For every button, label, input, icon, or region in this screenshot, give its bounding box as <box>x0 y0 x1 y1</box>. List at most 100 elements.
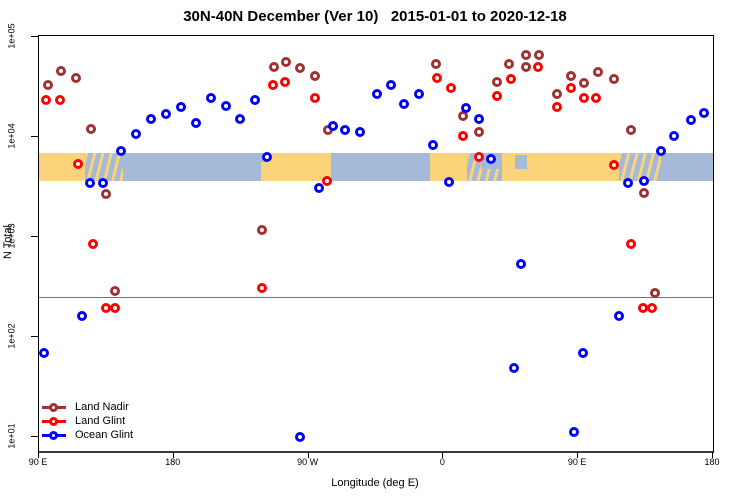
y-axis-tick-label-text: 1e+02 <box>7 322 17 349</box>
data-point-ocean-glint <box>221 101 232 112</box>
legend-line-marker <box>42 416 66 426</box>
data-point-ocean-glint <box>655 145 666 156</box>
data-point-land-glint <box>267 80 278 91</box>
data-point-ocean-glint <box>399 99 410 110</box>
data-point-land-nadir <box>294 63 305 74</box>
data-point-land-glint <box>609 160 620 171</box>
x-axis-tick-label: 90 W <box>297 457 319 467</box>
data-point-ocean-glint <box>38 348 49 359</box>
data-point-ocean-glint <box>131 129 142 140</box>
data-point-land-glint <box>565 82 576 93</box>
x-axis-label: Longitude (deg E) <box>331 477 419 489</box>
data-point-land-glint <box>445 83 456 94</box>
data-point-ocean-glint <box>385 79 396 90</box>
data-point-ocean-glint <box>508 363 519 374</box>
y-axis-tick-label-text: 1e+03 <box>7 222 17 249</box>
legend-circle-icon <box>49 402 58 412</box>
data-point-land-glint <box>41 94 52 105</box>
data-point-ocean-glint <box>414 88 425 99</box>
map-band-ocean-segment <box>660 153 713 182</box>
data-point-land-nadir <box>565 70 576 81</box>
map-band-ocean-segment <box>331 153 430 182</box>
data-point-ocean-glint <box>327 121 338 132</box>
x-axis-tick <box>577 452 579 458</box>
data-point-land-glint <box>637 303 648 314</box>
data-point-ocean-glint <box>568 427 579 438</box>
y-axis-tick <box>31 35 38 37</box>
legend-item: Land Glint <box>42 414 133 428</box>
legend-label: Land Nadir <box>75 401 129 413</box>
data-point-ocean-glint <box>354 126 365 137</box>
data-point-land-glint <box>257 283 268 294</box>
data-point-ocean-glint <box>444 177 455 188</box>
legend-label: Ocean Glint <box>75 429 134 441</box>
data-point-land-nadir <box>625 124 636 135</box>
data-point-land-glint <box>646 303 657 314</box>
data-point-land-glint <box>579 93 590 104</box>
data-point-land-nadir <box>609 73 620 84</box>
data-point-land-nadir <box>86 123 97 134</box>
data-point-ocean-glint <box>249 94 260 105</box>
data-point-land-nadir <box>534 50 545 61</box>
x-axis-tick-label: 180 <box>704 457 720 467</box>
data-point-ocean-glint <box>460 103 471 114</box>
data-point-ocean-glint <box>294 431 305 442</box>
legend-item: Ocean Glint <box>42 428 133 442</box>
data-point-ocean-glint <box>339 125 350 136</box>
data-point-ocean-glint <box>84 178 95 189</box>
data-point-land-glint <box>87 238 98 249</box>
data-point-ocean-glint <box>685 115 696 126</box>
map-band-coast-segment <box>84 153 123 182</box>
data-point-land-nadir <box>269 62 280 73</box>
data-point-land-nadir <box>649 287 660 298</box>
data-point-land-glint <box>54 94 65 105</box>
legend-item: Land Nadir <box>42 400 133 414</box>
y-axis-tick <box>31 335 38 337</box>
data-point-ocean-glint <box>206 92 217 103</box>
data-point-land-nadir <box>474 126 485 137</box>
legend-circle-icon <box>49 430 58 440</box>
x-axis-tick-label: 0 <box>439 457 445 467</box>
x-axis-tick <box>712 452 713 458</box>
data-point-ocean-glint <box>116 145 127 156</box>
map-band-land-segment <box>261 153 332 182</box>
y-axis-tick-label: 1e+05 <box>4 6 20 66</box>
y-axis-tick-label-text: 1e+05 <box>7 22 17 49</box>
data-point-land-glint <box>72 159 83 170</box>
map-band-patch-ocean <box>515 154 528 169</box>
data-point-land-glint <box>457 130 468 141</box>
data-point-ocean-glint <box>699 108 709 119</box>
data-point-ocean-glint <box>191 118 202 129</box>
data-point-land-nadir <box>552 88 563 99</box>
data-point-land-nadir <box>639 187 650 198</box>
y-axis-tick <box>31 435 38 437</box>
data-point-land-glint <box>432 72 443 83</box>
data-point-land-glint <box>492 90 503 101</box>
legend: Land Nadir Land Glint Ocean Glint <box>42 400 133 442</box>
legend-circle-icon <box>49 416 58 426</box>
data-point-land-glint <box>625 238 636 249</box>
legend-label: Land Glint <box>75 415 126 427</box>
data-point-land-nadir <box>110 286 121 297</box>
data-point-ocean-glint <box>161 109 172 120</box>
data-point-ocean-glint <box>146 114 157 125</box>
data-point-land-glint <box>552 102 563 113</box>
data-point-ocean-glint <box>486 154 497 165</box>
data-point-land-glint <box>279 77 290 88</box>
y-axis-tick-label: 1e+03 <box>4 206 20 266</box>
chart-title: 30N-40N December (Ver 10) 2015-01-01 to … <box>183 8 567 25</box>
y-axis-tick-label: 1e+01 <box>4 406 20 466</box>
plot-area <box>38 35 714 453</box>
data-point-land-nadir <box>430 58 441 69</box>
y-axis-tick-label-text: 1e+01 <box>7 422 17 449</box>
data-point-land-nadir <box>309 70 320 81</box>
data-point-land-glint <box>321 176 332 187</box>
data-point-ocean-glint <box>261 152 272 163</box>
data-point-land-glint <box>110 303 121 314</box>
map-band-land-segment <box>429 153 468 182</box>
data-point-ocean-glint <box>314 182 325 193</box>
data-point-land-nadir <box>520 62 531 73</box>
data-point-land-glint <box>101 303 112 314</box>
data-point-land-nadir <box>42 80 53 91</box>
